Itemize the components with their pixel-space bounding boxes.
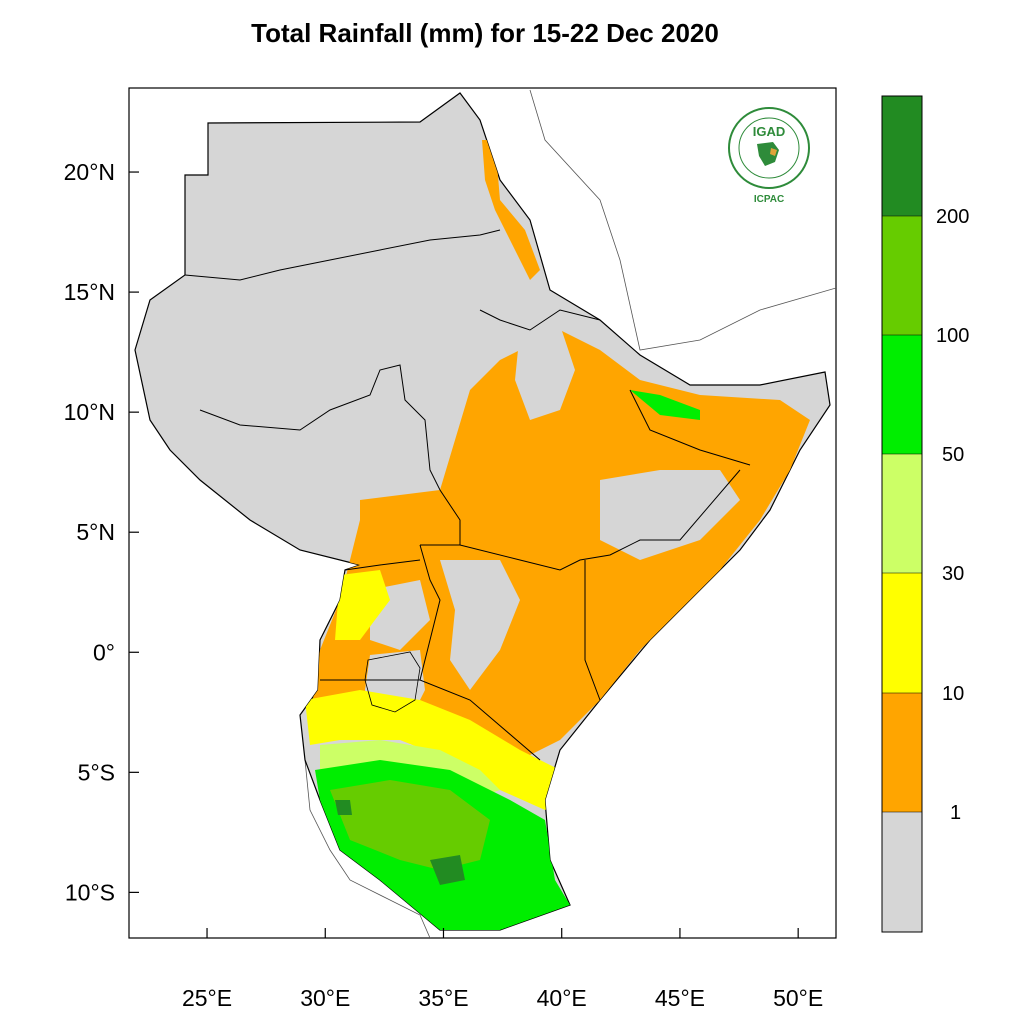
colorbar: 200 100 50 30 10 1 bbox=[881, 95, 969, 933]
x-tick-label: 35°E bbox=[418, 985, 468, 1011]
rain-band-10-30-west bbox=[335, 570, 390, 640]
logo-org: ICPAC bbox=[754, 194, 784, 205]
colorbar-bin-1-10 bbox=[882, 693, 922, 812]
x-tick-label: 25°E bbox=[182, 985, 232, 1011]
y-tick-label: 5°N bbox=[76, 519, 115, 545]
colorbar-bin-below-1 bbox=[882, 812, 922, 932]
dry-patch-somalia bbox=[600, 470, 740, 560]
colorbar-bin-30-50 bbox=[882, 454, 922, 573]
rain-band-1-10-redsea bbox=[482, 140, 540, 280]
southern-coastline bbox=[304, 759, 431, 938]
colorbar-bin-100-200 bbox=[882, 216, 922, 335]
colorbar-bin-10-30 bbox=[882, 573, 922, 693]
x-tick-label: 40°E bbox=[537, 985, 587, 1011]
colorbar-bin-200-plus bbox=[882, 96, 922, 216]
y-tick-label: 5°S bbox=[78, 759, 115, 785]
dry-patch-ethiopia bbox=[515, 325, 575, 420]
rain-band-200-plus-west bbox=[335, 800, 352, 815]
y-axis: 20°N 15°N 10°N 5°N 0° 5°S 10°S bbox=[64, 159, 139, 905]
x-axis: 25°E 30°E 35°E 40°E 45°E 50°E bbox=[182, 928, 823, 1011]
colorbar-bin-50-100 bbox=[882, 335, 922, 454]
y-tick-label: 10°S bbox=[65, 879, 115, 905]
colorbar-label-1: 1 bbox=[950, 802, 961, 824]
rain-band-200-plus bbox=[430, 855, 465, 885]
y-tick-label: 0° bbox=[93, 639, 115, 665]
rain-band-100-200 bbox=[330, 780, 490, 870]
x-tick-label: 45°E bbox=[655, 985, 705, 1011]
colorbar-label-50: 50 bbox=[942, 444, 964, 466]
y-tick-label: 15°N bbox=[64, 279, 115, 305]
lake-victoria bbox=[364, 651, 421, 713]
y-tick-label: 10°N bbox=[64, 399, 115, 425]
map-title: Total Rainfall (mm) for 15-22 Dec 2020 bbox=[251, 18, 719, 48]
rain-band-50-100-somalia bbox=[630, 390, 700, 420]
igad-logo: IGAD ICPAC bbox=[728, 107, 810, 205]
colorbar-label-100: 100 bbox=[936, 325, 969, 347]
y-tick-label: 20°N bbox=[64, 159, 115, 185]
country-borders bbox=[184, 229, 751, 761]
x-tick-label: 30°E bbox=[300, 985, 350, 1011]
arabia-coastline bbox=[529, 89, 836, 351]
dry-patch-kenya bbox=[440, 560, 520, 690]
rain-band-1-10 bbox=[310, 330, 810, 760]
colorbar-label-10: 10 bbox=[942, 683, 964, 705]
colorbar-label-200: 200 bbox=[936, 206, 969, 228]
logo-acronym: IGAD bbox=[753, 124, 786, 139]
colorbar-label-30: 30 bbox=[942, 563, 964, 585]
x-tick-label: 50°E bbox=[773, 985, 823, 1011]
